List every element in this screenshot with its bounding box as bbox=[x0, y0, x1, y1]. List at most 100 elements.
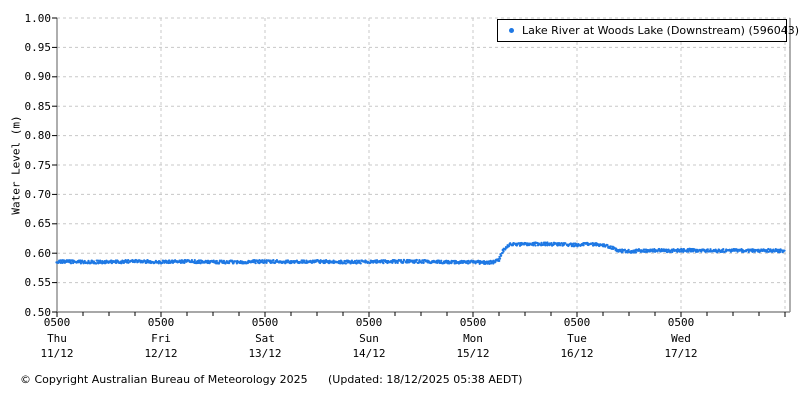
x-tick-label: 0500 Tue 16/12 bbox=[541, 315, 613, 362]
x-tick-label: 0500 Thu 11/12 bbox=[21, 315, 93, 362]
x-tick-label-date: 11/12 bbox=[40, 347, 74, 360]
data-point bbox=[318, 261, 322, 265]
data-point bbox=[254, 261, 257, 265]
data-point bbox=[124, 260, 127, 263]
data-point bbox=[146, 259, 149, 262]
data-point bbox=[725, 250, 728, 253]
data-point bbox=[103, 260, 106, 263]
data-point bbox=[79, 262, 83, 265]
data-point bbox=[183, 261, 186, 265]
data-point bbox=[540, 241, 543, 245]
data-point bbox=[386, 261, 389, 265]
data-point bbox=[452, 259, 455, 263]
x-tick-label-time: 0500 bbox=[43, 316, 71, 329]
x-tick-label-day: Tue bbox=[567, 331, 587, 345]
data-point bbox=[286, 259, 290, 262]
y-tick-label: 0.50 bbox=[24, 305, 52, 319]
data-point bbox=[405, 261, 409, 264]
x-tick-label-date: 12/12 bbox=[144, 347, 178, 360]
y-tick-label: 0.95 bbox=[24, 40, 52, 54]
data-point bbox=[95, 262, 98, 265]
data-point bbox=[667, 248, 670, 251]
data-point bbox=[275, 259, 279, 262]
copyright-text: © Copyright Australian Bureau of Meteoro… bbox=[20, 373, 308, 386]
legend-series-label: Lake River at Woods Lake (Downstream) (5… bbox=[522, 24, 800, 37]
data-point bbox=[298, 260, 302, 264]
data-point bbox=[706, 248, 709, 251]
data-point bbox=[454, 260, 458, 263]
x-tick-label-time: 0500 bbox=[459, 316, 487, 329]
data-point bbox=[621, 250, 624, 254]
data-point bbox=[697, 250, 700, 253]
data-point bbox=[612, 246, 616, 249]
y-tick-label: 0.90 bbox=[24, 70, 52, 84]
x-tick-label-day: Wed bbox=[671, 331, 691, 345]
data-point bbox=[637, 248, 641, 251]
updated-timestamp: (Updated: 18/12/2025 05:38 AEDT) bbox=[328, 373, 523, 386]
data-point bbox=[609, 245, 612, 248]
data-point bbox=[752, 248, 755, 251]
data-point bbox=[272, 258, 275, 262]
data-point bbox=[225, 261, 229, 264]
data-point bbox=[270, 261, 274, 264]
data-point bbox=[682, 247, 685, 251]
data-point bbox=[657, 247, 661, 251]
x-tick-label-date: 17/12 bbox=[664, 347, 698, 360]
data-point bbox=[382, 261, 385, 265]
x-tick-label-day: Sun bbox=[359, 331, 379, 345]
data-point bbox=[420, 261, 423, 264]
data-point bbox=[582, 244, 585, 247]
data-point bbox=[546, 244, 549, 247]
data-point bbox=[69, 262, 73, 265]
data-point bbox=[344, 262, 348, 265]
y-tick-label: 0.55 bbox=[24, 276, 52, 290]
data-point bbox=[394, 261, 397, 264]
data-point bbox=[222, 259, 226, 263]
data-point bbox=[558, 242, 562, 245]
data-point bbox=[166, 261, 169, 264]
x-tick-label-day: Mon bbox=[463, 331, 483, 345]
data-point bbox=[285, 261, 288, 264]
data-point bbox=[340, 260, 343, 263]
x-tick-label-day: Fri bbox=[151, 331, 171, 345]
data-point bbox=[550, 241, 553, 245]
data-point bbox=[303, 261, 307, 264]
data-point bbox=[278, 260, 282, 263]
data-point bbox=[623, 249, 626, 252]
legend-marker-icon bbox=[509, 28, 514, 33]
x-tick-label: 0500 Fri 12/12 bbox=[125, 315, 197, 362]
x-tick-label-date: 15/12 bbox=[456, 347, 490, 360]
y-tick-label: 0.75 bbox=[24, 158, 52, 172]
y-tick-label: 1.00 bbox=[24, 11, 52, 25]
x-tick-label: 0500 Sat 13/12 bbox=[229, 315, 301, 362]
data-point bbox=[148, 260, 152, 263]
data-point bbox=[440, 259, 443, 262]
data-point bbox=[685, 250, 688, 253]
data-point bbox=[350, 259, 354, 262]
data-point bbox=[302, 259, 306, 262]
data-point bbox=[570, 244, 574, 248]
x-tick-label: 0500 Wed 17/12 bbox=[645, 315, 717, 362]
data-point bbox=[359, 262, 362, 265]
data-point bbox=[709, 249, 712, 252]
data-point bbox=[502, 250, 505, 253]
data-point bbox=[779, 249, 782, 252]
data-point bbox=[474, 262, 477, 265]
data-point bbox=[173, 260, 177, 263]
data-point bbox=[736, 250, 739, 253]
data-point bbox=[422, 261, 425, 264]
data-point bbox=[193, 259, 196, 262]
data-point bbox=[678, 250, 681, 253]
data-point bbox=[544, 244, 547, 247]
data-point bbox=[71, 261, 75, 265]
data-point bbox=[689, 250, 693, 253]
data-point bbox=[782, 250, 785, 253]
data-point bbox=[396, 261, 399, 265]
data-point bbox=[564, 242, 567, 245]
data-point bbox=[322, 259, 326, 262]
data-point bbox=[463, 260, 466, 263]
data-point bbox=[509, 242, 512, 245]
data-point bbox=[98, 260, 102, 263]
data-point bbox=[415, 258, 418, 262]
